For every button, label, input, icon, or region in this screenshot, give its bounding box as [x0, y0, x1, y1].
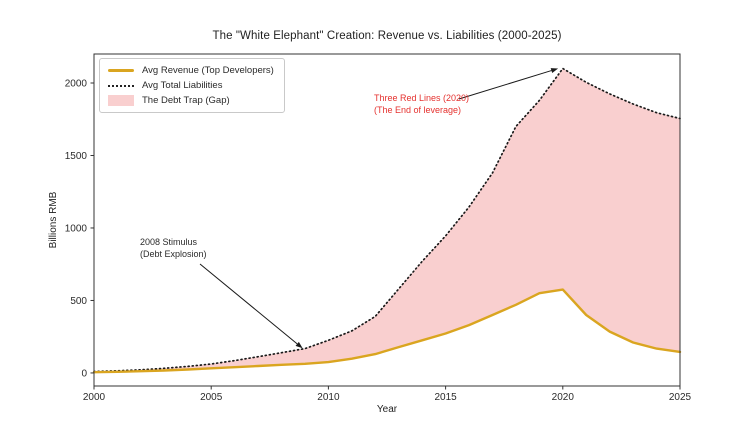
legend-item-revenue: Avg Revenue (Top Developers): [108, 65, 274, 76]
annotation-arrowhead-icon: [295, 341, 303, 349]
y-tick-label: 1000: [65, 223, 88, 234]
y-tick-label: 1500: [65, 151, 88, 162]
annotation-arrow-line: [458, 70, 552, 100]
x-tick-label: 2005: [200, 392, 223, 403]
legend-label: Avg Total Liabilities: [142, 80, 223, 91]
annotation-arrowhead-icon: [550, 68, 559, 74]
x-tick-label: 2025: [669, 392, 692, 403]
debt-gap-area: [94, 68, 680, 373]
liabilities-dotted-swatch-icon: [108, 84, 134, 87]
x-axis-label: Year: [377, 404, 398, 415]
chart-title: The "White Elephant" Creation: Revenue v…: [212, 30, 562, 42]
debt-gap-swatch-icon: [108, 95, 134, 106]
legend-item-debt-trap: The Debt Trap (Gap): [108, 95, 274, 106]
y-tick-label: 500: [70, 296, 87, 307]
y-axis-label: Billions RMB: [48, 191, 59, 248]
revenue-line: [92, 288, 682, 374]
x-tick-label: 2010: [317, 392, 340, 403]
y-tick-label: 0: [81, 368, 87, 379]
liabilities-line: [93, 67, 681, 373]
annotation-arrow-line: [199, 263, 298, 345]
x-tick-label: 2015: [434, 392, 457, 403]
legend-label: Avg Revenue (Top Developers): [142, 65, 274, 76]
x-tick-label: 2000: [83, 392, 106, 403]
plot-spines: [93, 53, 681, 387]
y-tick-label: 2000: [65, 78, 88, 89]
annotation-2008-stimulus: 2008 Stimulus (Debt Explosion): [140, 237, 207, 259]
x-tick-label: 2020: [552, 392, 575, 403]
legend-label: The Debt Trap (Gap): [142, 95, 230, 106]
legend-item-liabilities: Avg Total Liabilities: [108, 80, 274, 91]
revenue-line-swatch-icon: [108, 69, 134, 72]
legend: Avg Revenue (Top Developers) Avg Total L…: [99, 58, 285, 113]
annotation-three-red-lines: Three Red Lines (2020) (The End of lever…: [374, 93, 470, 115]
